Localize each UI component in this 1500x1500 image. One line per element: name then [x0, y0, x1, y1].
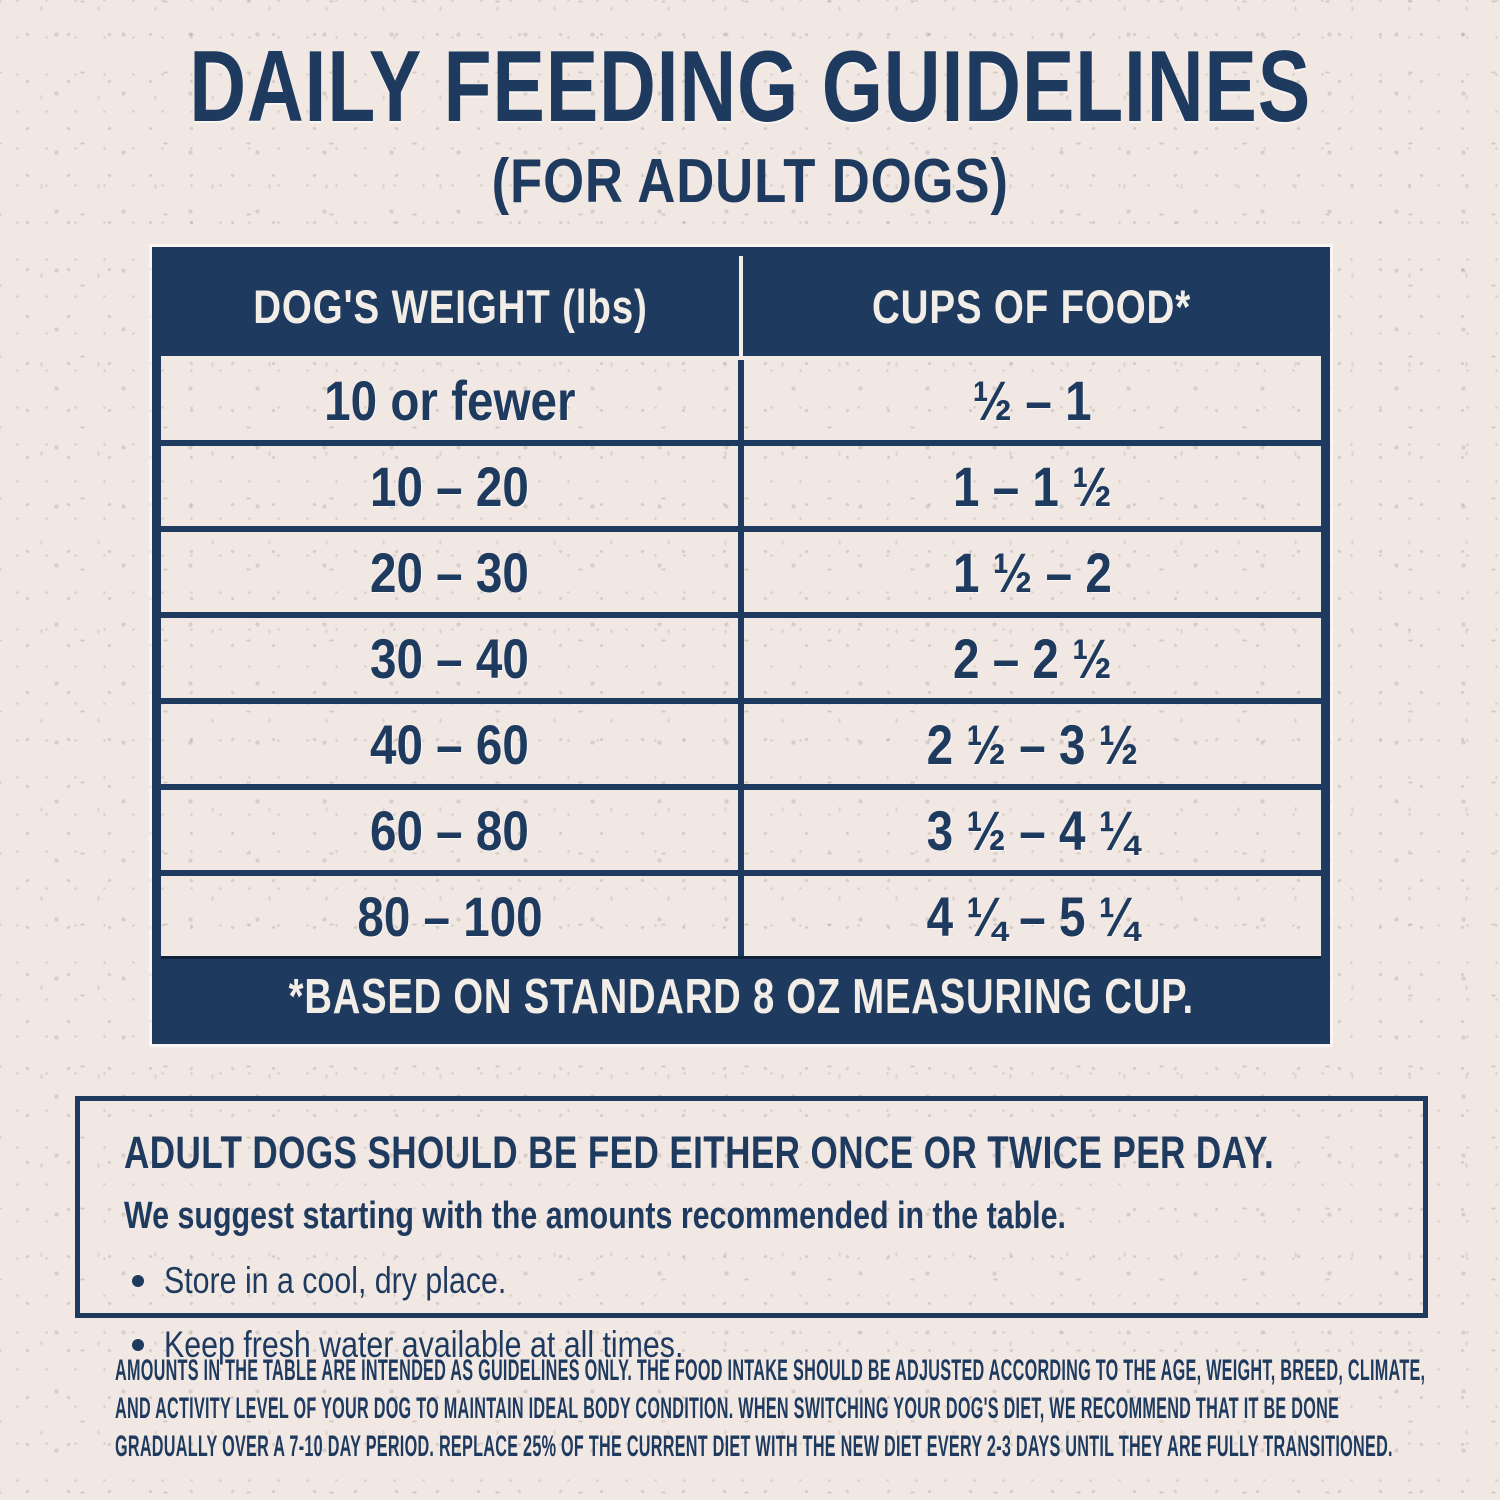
instructions-subheading-row: We suggest starting with the amounts rec…	[124, 1195, 1379, 1238]
instructions-subheading: We suggest starting with the amounts rec…	[124, 1195, 1066, 1237]
weight-value: 30 – 40	[370, 626, 529, 690]
table-row: 30 – 40 2 – 2 ½	[161, 612, 1321, 698]
table-row: 60 – 80 3 ½ – 4 ¼	[161, 784, 1321, 870]
list-item: Store in a cool, dry place.	[124, 1260, 1379, 1302]
instructions-heading-row: ADULT DOGS SHOULD BE FED EITHER ONCE OR …	[124, 1127, 1379, 1179]
cups-value: 4 ¼ – 5 ¼	[926, 884, 1139, 948]
list-item: Keep fresh water available at all times.	[124, 1324, 1379, 1366]
disclaimer-line: GRADUALLY OVER A 7-10 DAY PERIOD. REPLAC…	[115, 1430, 1393, 1463]
cups-value: 1 – 1 ½	[953, 454, 1112, 518]
weight-cell: 30 – 40	[161, 618, 738, 698]
disclaimer-text: AMOUNTS IN THE TABLE ARE INTENDED AS GUI…	[115, 1352, 1500, 1466]
table-footnote-text: *BASED ON STANDARD 8 OZ MEASURING CUP.	[288, 970, 1194, 1024]
cups-value: ½ – 1	[972, 368, 1093, 432]
cups-cell: 2 ½ – 3 ½	[738, 704, 1321, 784]
disclaimer-line: AMOUNTS IN THE TABLE ARE INTENDED AS GUI…	[115, 1354, 1426, 1387]
instructions-heading: ADULT DOGS SHOULD BE FED EITHER ONCE OR …	[124, 1127, 1275, 1178]
cups-cell: 1 ½ – 2	[738, 532, 1321, 612]
table-header-weight: DOG'S WEIGHT (lbs)	[161, 256, 739, 356]
weight-cell: 20 – 30	[161, 532, 738, 612]
table-header-cups: CUPS OF FOOD*	[739, 256, 1321, 356]
cups-value: 1 ½ – 2	[953, 540, 1112, 604]
weight-value: 80 – 100	[356, 884, 543, 948]
cups-cell: 4 ¼ – 5 ¼	[738, 876, 1321, 956]
page-title: DAILY FEEDING GUIDELINES	[189, 31, 1311, 143]
bullet-text: Keep fresh water available at all times.	[164, 1324, 684, 1365]
weight-cell: 80 – 100	[161, 876, 738, 956]
table-row: 10 or fewer ½ – 1	[161, 360, 1321, 440]
bullet-icon	[132, 1275, 144, 1287]
bullet-text: Store in a cool, dry place.	[164, 1260, 507, 1301]
cups-value: 3 ½ – 4 ¼	[926, 798, 1139, 862]
table-row: 40 – 60 2 ½ – 3 ½	[161, 698, 1321, 784]
table-row: 20 – 30 1 ½ – 2	[161, 526, 1321, 612]
table-header-row: DOG'S WEIGHT (lbs) CUPS OF FOOD*	[161, 256, 1321, 360]
weight-value: 20 – 30	[370, 540, 529, 604]
weight-value: 10 – 20	[370, 454, 529, 518]
feeding-guidelines-table: DOG'S WEIGHT (lbs) CUPS OF FOOD* 10 or f…	[152, 247, 1330, 1044]
title-row: DAILY FEEDING GUIDELINES	[0, 30, 1500, 145]
disclaimer-line: AND ACTIVITY LEVEL OF YOUR DOG TO MAINTA…	[115, 1392, 1340, 1425]
weight-cell: 40 – 60	[161, 704, 738, 784]
page-subtitle: (FOR ADULT DOGS)	[491, 147, 1009, 216]
cups-cell: 2 – 2 ½	[738, 618, 1321, 698]
feeding-instructions-box: ADULT DOGS SHOULD BE FED EITHER ONCE OR …	[75, 1096, 1428, 1365]
cups-cell: 3 ½ – 4 ¼	[738, 790, 1321, 870]
table-row: 10 – 20 1 – 1 ½	[161, 440, 1321, 526]
weight-cell: 10 – 20	[161, 446, 738, 526]
weight-value: 60 – 80	[370, 798, 529, 862]
weight-cell: 60 – 80	[161, 790, 738, 870]
weight-cell: 10 or fewer	[161, 360, 738, 440]
table-row: 80 – 100 4 ¼ – 5 ¼	[161, 870, 1321, 956]
bullet-icon	[132, 1339, 144, 1351]
cups-cell: 1 – 1 ½	[738, 446, 1321, 526]
cups-cell: ½ – 1	[738, 360, 1321, 440]
subtitle-row: (FOR ADULT DOGS)	[0, 146, 1500, 217]
cups-value: 2 – 2 ½	[953, 626, 1112, 690]
table-footnote-band: *BASED ON STANDARD 8 OZ MEASURING CUP.	[161, 956, 1321, 1035]
cups-value: 2 ½ – 3 ½	[926, 712, 1139, 776]
table-header-cups-label: CUPS OF FOOD*	[872, 279, 1192, 333]
table-header-weight-label: DOG'S WEIGHT (lbs)	[252, 279, 648, 333]
weight-value: 40 – 60	[370, 712, 529, 776]
weight-value: 10 or fewer	[323, 368, 576, 432]
